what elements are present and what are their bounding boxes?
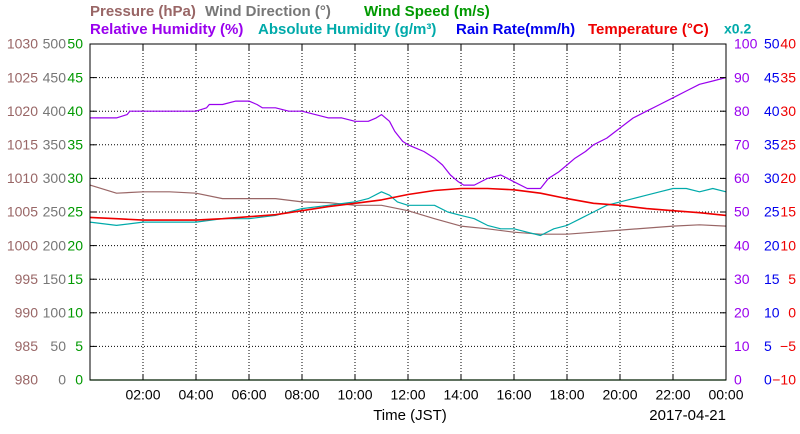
legend-pressure: Pressure (hPa): [90, 3, 196, 20]
tick-label-relative-humidity: 60: [734, 170, 750, 186]
label-layer: 9809859909951000100510101015102010251030…: [7, 3, 796, 424]
tick-label-pressure-hpa: 1025: [7, 69, 38, 85]
series-line-relative-humidity: [90, 77, 727, 190]
x-tick-label: 10:00: [337, 387, 372, 403]
x-tick-label: 14:00: [443, 387, 478, 403]
tick-label-temperature-c: 25: [780, 137, 796, 153]
tick-label-wind-direction: 200: [43, 237, 67, 253]
x-tick-label: 22:00: [655, 387, 690, 403]
tick-label-rain-rate-mm-h: 0: [764, 372, 772, 388]
x-tick-label: 06:00: [231, 387, 266, 403]
tick-label-relative-humidity: 50: [734, 204, 750, 220]
tick-label-rain-rate-mm-h: 40: [764, 103, 780, 119]
tick-label-relative-humidity: 80: [734, 103, 750, 119]
tick-label-relative-humidity: 20: [734, 305, 750, 321]
tick-label-rain-rate-mm-h: 30: [764, 170, 780, 186]
tick-label-wind-speed-m-s: 5: [75, 338, 83, 354]
tick-label-temperature-c: 0: [788, 305, 796, 321]
legend-wind-speed: Wind Speed (m/s): [364, 3, 490, 20]
tick-label-rain-rate-mm-h: 50: [764, 36, 780, 52]
tick-label-wind-direction: 250: [43, 204, 67, 220]
tick-label-wind-direction: 150: [43, 271, 67, 287]
tick-label-relative-humidity: 40: [734, 237, 750, 253]
tick-label-pressure-hpa: 990: [15, 305, 39, 321]
tick-label-temperature-c: −10: [772, 372, 796, 388]
tick-label-wind-direction: 50: [50, 338, 66, 354]
tick-label-wind-direction: 0: [58, 372, 66, 388]
tick-label-temperature-c: 20: [780, 170, 796, 186]
tick-label-wind-direction: 400: [43, 103, 67, 119]
series-line-absolute-humidity-g-m: [89, 187, 727, 237]
tick-label-pressure-hpa: 1020: [7, 103, 38, 119]
tick-label-rain-rate-mm-h: 45: [764, 69, 780, 85]
tick-label-wind-speed-m-s: 40: [67, 103, 83, 119]
chart-date: 2017-04-21: [649, 407, 726, 424]
tick-label-pressure-hpa: 1005: [7, 204, 38, 220]
tick-label-temperature-c: 10: [780, 237, 796, 253]
absolute-humidity-scale-note: x0.2: [724, 21, 751, 37]
tick-label-rain-rate-mm-h: 10: [764, 305, 780, 321]
tick-label-wind-speed-m-s: 10: [67, 305, 83, 321]
tick-label-relative-humidity: 30: [734, 271, 750, 287]
x-tick-label: 12:00: [390, 387, 425, 403]
tick-label-rain-rate-mm-h: 35: [764, 137, 780, 153]
tick-label-relative-humidity: 10: [734, 338, 750, 354]
tick-label-temperature-c: 35: [780, 69, 796, 85]
tick-label-temperature-c: 15: [780, 204, 796, 220]
tick-label-relative-humidity: 90: [734, 69, 750, 85]
tick-label-wind-speed-m-s: 0: [75, 372, 83, 388]
tick-label-wind-direction: 450: [43, 69, 67, 85]
x-tick-label: 00:00: [708, 387, 743, 403]
tick-label-wind-direction: 100: [43, 305, 67, 321]
legend-rain-rate: Rain Rate(mm/h): [456, 21, 575, 38]
tick-label-pressure-hpa: 995: [15, 271, 39, 287]
x-tick-label: 02:00: [125, 387, 160, 403]
tick-label-pressure-hpa: 980: [15, 372, 39, 388]
x-axis-label: Time (JST): [373, 407, 447, 424]
tick-label-wind-speed-m-s: 20: [67, 237, 83, 253]
legend-absolute-humidity: Absolute Humidity (g/m³): [258, 21, 436, 38]
tick-label-pressure-hpa: 985: [15, 338, 39, 354]
x-tick-label: 20:00: [602, 387, 637, 403]
legend-wind-direction: Wind Direction (°): [205, 3, 331, 20]
axis-layer: [89, 43, 727, 381]
tick-label-wind-speed-m-s: 45: [67, 69, 83, 85]
tick-label-temperature-c: 40: [780, 36, 796, 52]
tick-label-wind-speed-m-s: 50: [67, 36, 83, 52]
tick-label-pressure-hpa: 1015: [7, 137, 38, 153]
tick-label-pressure-hpa: 1010: [7, 170, 38, 186]
tick-label-wind-direction: 350: [43, 137, 67, 153]
tick-label-wind-direction: 500: [43, 36, 67, 52]
tick-label-temperature-c: −5: [780, 338, 796, 354]
legend-temperature: Temperature (°C): [588, 21, 709, 38]
grid: [90, 44, 726, 380]
series-line-temperature-c: [89, 187, 727, 221]
x-tick-label: 08:00: [284, 387, 319, 403]
tick-label-wind-speed-m-s: 30: [67, 170, 83, 186]
x-tick-label: 04:00: [178, 387, 213, 403]
tick-label-pressure-hpa: 1030: [7, 36, 38, 52]
legend-relative-humidity: Relative Humidity (%): [90, 21, 243, 38]
tick-label-relative-humidity: 0: [734, 372, 742, 388]
x-tick-label: 16:00: [496, 387, 531, 403]
tick-label-relative-humidity: 100: [734, 36, 758, 52]
tick-label-wind-speed-m-s: 25: [67, 204, 83, 220]
tick-label-relative-humidity: 70: [734, 137, 750, 153]
tick-label-rain-rate-mm-h: 20: [764, 237, 780, 253]
tick-label-wind-direction: 300: [43, 170, 67, 186]
x-tick-label: 18:00: [549, 387, 584, 403]
tick-label-temperature-c: 5: [788, 271, 796, 287]
tick-label-rain-rate-mm-h: 25: [764, 204, 780, 220]
tick-label-temperature-c: 30: [780, 103, 796, 119]
tick-label-rain-rate-mm-h: 5: [764, 338, 772, 354]
tick-label-wind-speed-m-s: 15: [67, 271, 83, 287]
tick-label-wind-speed-m-s: 35: [67, 137, 83, 153]
tick-label-pressure-hpa: 1000: [7, 237, 38, 253]
tick-label-rain-rate-mm-h: 15: [764, 271, 780, 287]
series-line-pressure-hpa: [89, 184, 727, 235]
